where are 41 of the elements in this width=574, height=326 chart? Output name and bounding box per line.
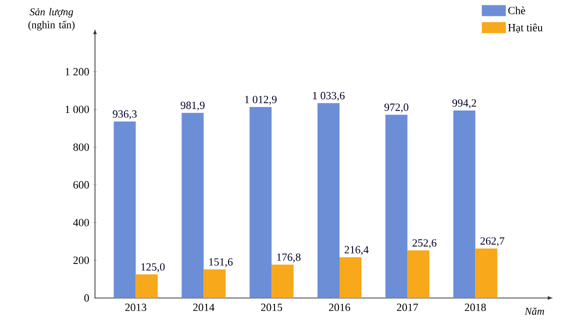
bar — [272, 264, 294, 298]
y-axis-title: Sản lượng (nghìn tấn) — [28, 8, 75, 30]
data-label: 981,9 — [180, 102, 205, 111]
legend-label: Hạt tiêu — [508, 24, 543, 34]
x-tick-label: 2014 — [193, 304, 214, 312]
data-label: 1 033,6 — [313, 92, 345, 101]
legend-label: Chè — [508, 6, 526, 14]
y-tick-label: 600 — [73, 181, 89, 189]
y-tick-label: 800 — [73, 143, 89, 151]
bar — [250, 106, 272, 298]
data-label: 151,6 — [209, 258, 233, 268]
y-tick-label: 1 000 — [66, 106, 89, 114]
data-label: 972,0 — [384, 104, 408, 113]
x-tick-label: 2016 — [329, 304, 350, 312]
x-tick-label: 2015 — [261, 304, 282, 312]
bar — [340, 257, 362, 298]
x-tick-label: 2017 — [396, 304, 418, 312]
bar — [475, 248, 498, 298]
bar — [136, 274, 158, 298]
data-label: 1 012,9 — [245, 96, 277, 105]
bar — [182, 112, 204, 298]
data-label: 262,7 — [480, 237, 504, 246]
bar — [114, 121, 136, 298]
data-label: 216,4 — [344, 246, 369, 255]
bar — [204, 269, 226, 298]
x-tick-label: 2013 — [125, 304, 146, 312]
data-label: 176,8 — [277, 253, 300, 262]
y-tick-label: 400 — [73, 218, 89, 226]
data-label: 994,2 — [452, 99, 476, 108]
x-axis-title: Năm — [524, 308, 544, 315]
bar — [407, 250, 430, 298]
data-label: 125,0 — [141, 263, 165, 272]
x-tick-label: 2018 — [464, 304, 486, 312]
bar — [453, 110, 476, 298]
data-label: 936,3 — [112, 110, 137, 120]
data-label: 252,6 — [412, 239, 436, 248]
y-tick-label: 0 — [84, 294, 89, 302]
bar — [385, 114, 408, 298]
y-tick-label: 1 200 — [66, 68, 89, 76]
y-tick-label: 200 — [73, 256, 89, 264]
bar — [318, 103, 340, 298]
